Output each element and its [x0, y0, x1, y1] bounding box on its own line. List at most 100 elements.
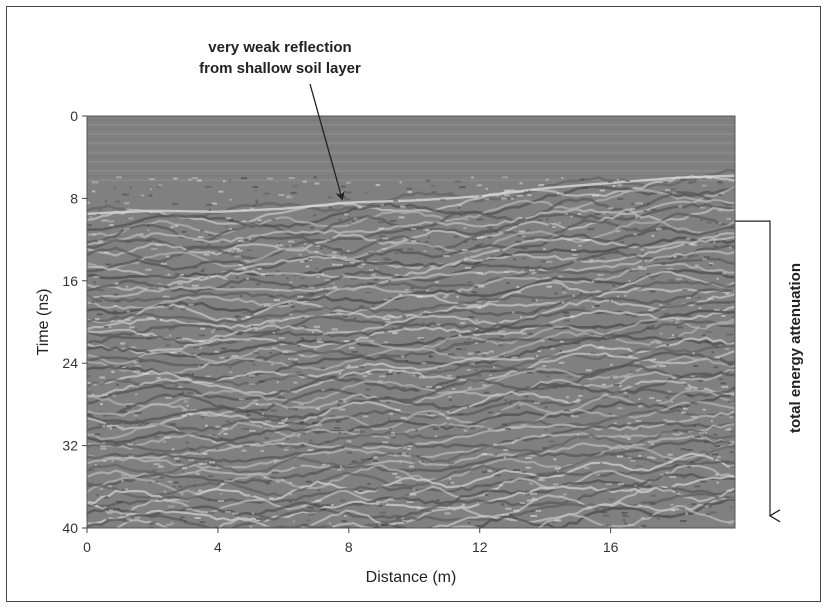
- noise-speckle: [692, 352, 695, 355]
- noise-speckle: [203, 452, 208, 455]
- noise-speckle: [412, 374, 416, 377]
- noise-speckle: [498, 330, 504, 333]
- noise-speckle: [259, 515, 266, 518]
- noise-speckle: [458, 290, 462, 293]
- noise-speckle: [676, 336, 682, 339]
- noise-speckle: [102, 460, 107, 462]
- noise-speckle: [308, 439, 313, 442]
- noise-speckle: [559, 350, 562, 353]
- noise-speckle: [282, 443, 285, 446]
- noise-speckle: [200, 270, 205, 273]
- noise-speckle: [398, 248, 403, 251]
- noise-speckle: [155, 480, 158, 483]
- noise-speckle: [190, 290, 195, 292]
- reflection-band: [87, 320, 735, 376]
- noise-speckle: [626, 437, 631, 440]
- noise-speckle: [125, 285, 129, 288]
- noise-speckle: [111, 426, 116, 429]
- noise-speckle: [477, 374, 482, 377]
- noise-speckle: [225, 510, 231, 513]
- noise-speckle: [378, 375, 386, 378]
- noise-speckle: [214, 350, 217, 353]
- noise-speckle: [229, 198, 232, 201]
- noise-speckle: [612, 284, 616, 287]
- noise-speckle: [167, 422, 175, 425]
- noise-speckle: [591, 453, 595, 456]
- noise-speckle: [524, 190, 527, 193]
- noise-speckle: [545, 218, 549, 221]
- noise-speckle: [463, 240, 468, 243]
- noise-speckle: [619, 241, 625, 244]
- noise-speckle: [150, 521, 157, 524]
- noise-speckle: [131, 327, 138, 330]
- noise-speckle: [172, 203, 178, 206]
- noise-speckle: [676, 326, 683, 329]
- noise-speckle: [293, 487, 300, 490]
- noise-speckle: [182, 467, 187, 470]
- noise-speckle: [672, 192, 677, 195]
- noise-speckle: [333, 286, 338, 289]
- noise-speckle: [234, 513, 238, 516]
- noise-speckle: [341, 520, 347, 523]
- noise-speckle: [193, 346, 200, 349]
- noise-speckle: [219, 336, 224, 339]
- noise-speckle: [269, 497, 274, 500]
- noise-speckle: [256, 518, 263, 520]
- noise-speckle: [299, 354, 304, 357]
- noise-speckle: [416, 507, 421, 510]
- noise-speckle: [482, 259, 487, 262]
- reflection-band: [87, 354, 735, 409]
- noise-speckle: [650, 341, 655, 344]
- noise-speckle: [428, 356, 434, 358]
- noise-speckle: [698, 307, 702, 309]
- noise-speckle: [228, 366, 232, 369]
- noise-speckle: [167, 505, 175, 508]
- noise-speckle: [621, 212, 625, 215]
- noise-speckle: [274, 273, 282, 276]
- noise-speckle: [498, 484, 503, 487]
- noise-speckle: [173, 481, 179, 484]
- noise-speckle: [224, 357, 230, 360]
- noise-speckle: [378, 235, 386, 238]
- noise-speckle: [718, 378, 723, 381]
- noise-speckle: [646, 327, 654, 330]
- noise-speckle: [519, 403, 524, 406]
- noise-speckle: [327, 196, 332, 199]
- noise-speckle: [686, 296, 691, 299]
- noise-speckle: [98, 423, 104, 426]
- noise-speckle: [711, 453, 719, 456]
- noise-speckle: [380, 324, 385, 327]
- noise-speckle: [438, 413, 445, 416]
- noise-speckle: [240, 324, 244, 327]
- noise-speckle: [200, 415, 205, 418]
- noise-speckle: [396, 453, 402, 456]
- noise-speckle: [335, 248, 342, 251]
- noise-speckle: [95, 318, 100, 321]
- noise-speckle: [167, 273, 171, 276]
- noise-speckle: [457, 348, 462, 350]
- noise-speckle: [305, 265, 310, 268]
- noise-speckle: [163, 490, 167, 493]
- noise-speckle: [610, 376, 613, 379]
- noise-speckle: [189, 448, 195, 451]
- noise-speckle: [178, 273, 184, 276]
- noise-speckle: [609, 363, 613, 366]
- noise-speckle: [497, 344, 503, 347]
- noise-speckle: [132, 506, 137, 509]
- reflection-band: [87, 287, 735, 331]
- noise-speckle: [520, 332, 527, 335]
- noise-speckle: [323, 332, 328, 335]
- noise-speckle: [467, 337, 472, 340]
- noise-speckle: [205, 375, 212, 378]
- noise-speckle: [537, 265, 542, 268]
- noise-speckle: [211, 202, 218, 205]
- noise-speckle: [675, 278, 682, 281]
- noise-speckle: [290, 305, 295, 308]
- noise-speckle: [567, 376, 572, 378]
- noise-speckle: [315, 267, 319, 270]
- noise-speckle: [498, 355, 504, 358]
- noise-speckle: [134, 516, 140, 519]
- noise-speckle: [398, 216, 405, 219]
- noise-speckle: [125, 378, 132, 381]
- noise-speckle: [450, 481, 455, 484]
